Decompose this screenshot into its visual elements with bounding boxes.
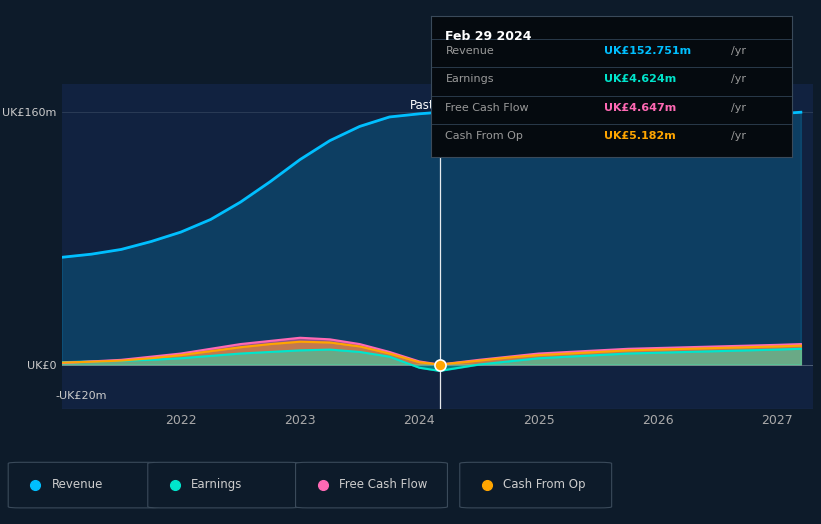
FancyBboxPatch shape [460, 462, 612, 508]
Text: Revenue: Revenue [446, 46, 494, 56]
Text: /yr: /yr [731, 131, 745, 141]
Text: UK£4.647m: UK£4.647m [604, 103, 677, 113]
Text: Earnings: Earnings [191, 478, 243, 491]
Text: UK£152.751m: UK£152.751m [604, 46, 691, 56]
Text: UK£4.624m: UK£4.624m [604, 74, 677, 84]
Text: Past: Past [410, 100, 435, 113]
FancyBboxPatch shape [148, 462, 300, 508]
Text: Feb 29 2024: Feb 29 2024 [446, 30, 532, 43]
FancyBboxPatch shape [8, 462, 160, 508]
Text: Cash From Op: Cash From Op [446, 131, 523, 141]
Text: /yr: /yr [731, 74, 745, 84]
Text: Revenue: Revenue [52, 478, 103, 491]
Text: Free Cash Flow: Free Cash Flow [339, 478, 428, 491]
FancyBboxPatch shape [296, 462, 447, 508]
Text: Free Cash Flow: Free Cash Flow [446, 103, 529, 113]
Text: Analysts Forecasts: Analysts Forecasts [456, 100, 566, 113]
Text: -UK£20m: -UK£20m [56, 391, 107, 401]
Text: Earnings: Earnings [446, 74, 494, 84]
Text: /yr: /yr [731, 46, 745, 56]
Text: /yr: /yr [731, 103, 745, 113]
Text: UK£5.182m: UK£5.182m [604, 131, 677, 141]
Text: Cash From Op: Cash From Op [503, 478, 585, 491]
